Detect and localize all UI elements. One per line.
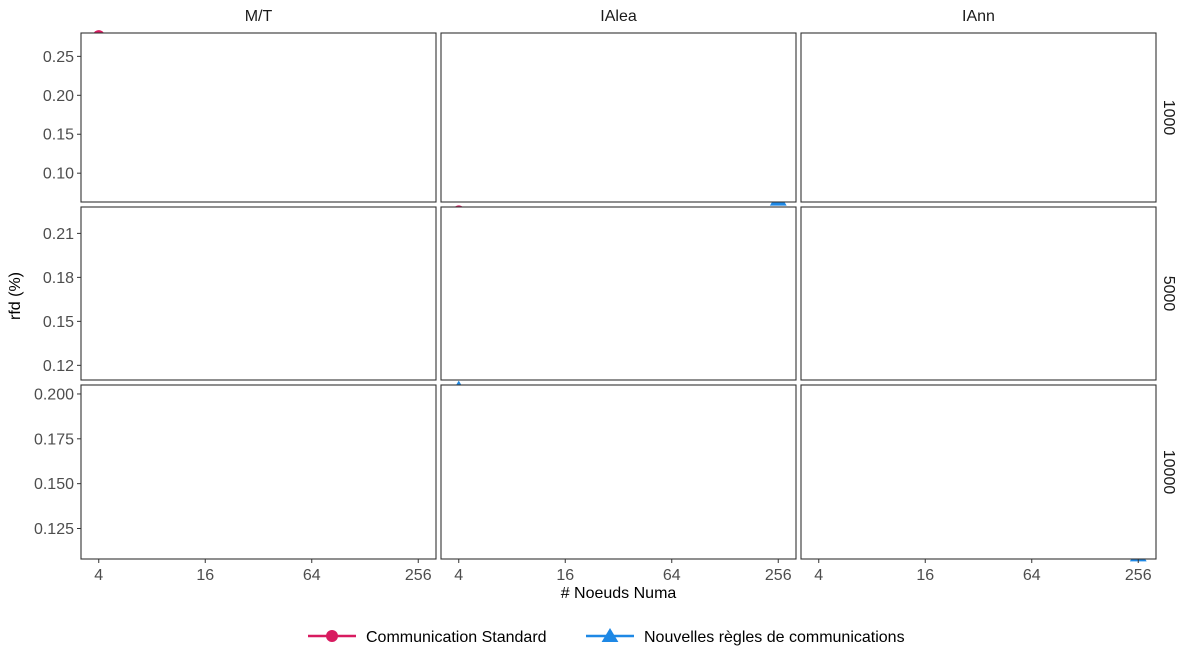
y-tick-label: 0.15 [43,127,74,144]
facet-panel [800,32,1157,203]
facet-column-label: IAlea [600,8,637,25]
y-axis-title: rfd (%) [7,272,24,320]
y-tick-label: 0.150 [34,476,74,493]
panel-border [80,206,437,381]
panel-border [800,32,1157,203]
panel-border [440,384,797,560]
x-tick-label: 4 [454,567,463,584]
y-tick-label: 0.125 [34,521,74,538]
y-tick-label: 0.18 [43,270,74,287]
y-tick-label: 0.15 [43,314,74,331]
y-tick-label: 0.20 [43,88,74,105]
panel-border [440,206,797,381]
facet-panel [440,32,797,206]
legend-label: Communication Standard [366,629,547,646]
x-tick-label: 256 [405,567,432,584]
y-tick-label: 0.12 [43,358,74,375]
x-tick-label: 4 [814,567,823,584]
facet-panel [80,206,437,381]
facet-panel [80,30,437,203]
facet-panel [800,206,1157,381]
legend-label: Nouvelles règles de communications [644,629,905,646]
facet-row-label: 5000 [1160,276,1177,312]
facet-column-label: M/T [245,8,273,25]
y-tick-label: 0.175 [34,431,74,448]
x-tick-label: 4 [94,567,103,584]
x-tick-label: 64 [1023,567,1041,584]
y-tick-label: 0.200 [34,386,74,403]
facet-panel [440,205,797,381]
panel-border [80,384,437,560]
panel-border [800,206,1157,381]
x-tick-label: 256 [1125,567,1152,584]
x-tick-label: 256 [765,567,792,584]
x-tick-label: 16 [556,567,574,584]
facet-row-label: 10000 [1160,450,1177,495]
x-tick-label: 16 [196,567,214,584]
y-tick-label: 0.10 [43,166,74,183]
facet-row-label: 1000 [1160,100,1177,136]
panels-layer: M/T IAlea IAnn 1000 5000 10000 0.10 0.15 0.20 0.2… [34,8,1177,584]
x-tick-label: 64 [663,567,681,584]
x-tick-label: 16 [916,567,934,584]
panel-border [440,32,797,203]
facet-panel [800,384,1157,562]
panel-border [800,384,1157,560]
legend-key-triangle-marker [601,628,619,642]
x-tick-label: 64 [303,567,321,584]
facet-panel [80,384,437,560]
legend-key-circle-marker [326,630,338,642]
y-tick-label: 0.21 [43,226,74,243]
legend-item-standard: Communication Standard [308,629,547,646]
panel-border [80,32,437,203]
legend-item-new-rules: Nouvelles règles de communications [586,628,905,646]
legend: Communication Standard Nouvelles règles … [308,628,905,646]
x-axis-title: # Noeuds Numa [561,585,677,602]
facet-panel [440,380,797,560]
y-tick-label: 0.25 [43,49,74,66]
facet-column-label: IAnn [962,8,995,25]
